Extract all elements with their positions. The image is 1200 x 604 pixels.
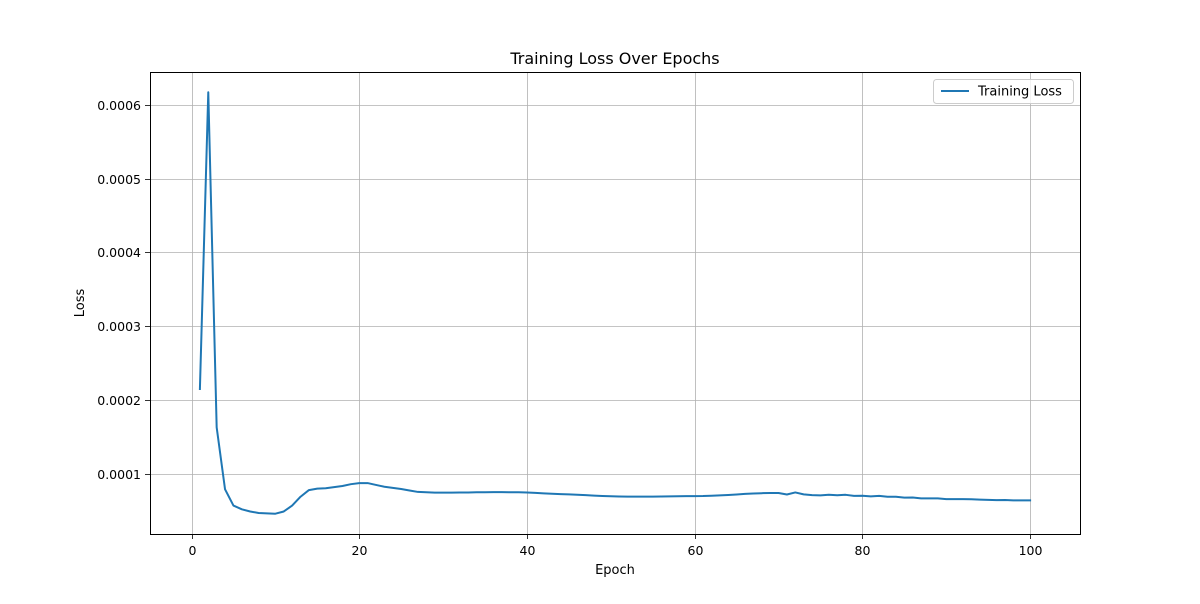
legend: Training Loss — [933, 79, 1074, 104]
y-tick-label: 0.0003 — [97, 319, 141, 334]
series-line-training-loss — [198, 91, 1032, 515]
x-tick-label: 20 — [352, 543, 368, 558]
y-tick-label: 0.0002 — [97, 393, 141, 408]
y-axis-ticks: 0.0001 0.0002 0.0003 0.0004 0.0005 0.0006 — [97, 98, 150, 482]
y-tick-label: 0.0001 — [97, 467, 141, 482]
plot-frame — [150, 72, 1081, 535]
y-tick-label: 0.0005 — [97, 172, 141, 187]
legend-box — [933, 79, 1074, 104]
legend-label: Training Loss — [977, 85, 1062, 100]
series-layer — [198, 91, 1032, 515]
y-tick-label: 0.0006 — [97, 98, 141, 113]
x-tick-label: 80 — [855, 543, 871, 558]
chart-title: Training Loss Over Epochs — [509, 49, 719, 68]
grid — [150, 72, 1080, 534]
y-tick-label: 0.0004 — [97, 245, 141, 260]
x-axis-ticks: 0 20 40 60 80 100 — [189, 534, 1043, 558]
x-tick-label: 100 — [1019, 543, 1043, 558]
x-tick-label: 60 — [688, 543, 704, 558]
y-axis-label: Loss — [73, 289, 88, 318]
x-tick-label: 40 — [520, 543, 536, 558]
x-axis-label: Epoch — [595, 563, 635, 578]
x-tick-label: 0 — [189, 543, 197, 558]
